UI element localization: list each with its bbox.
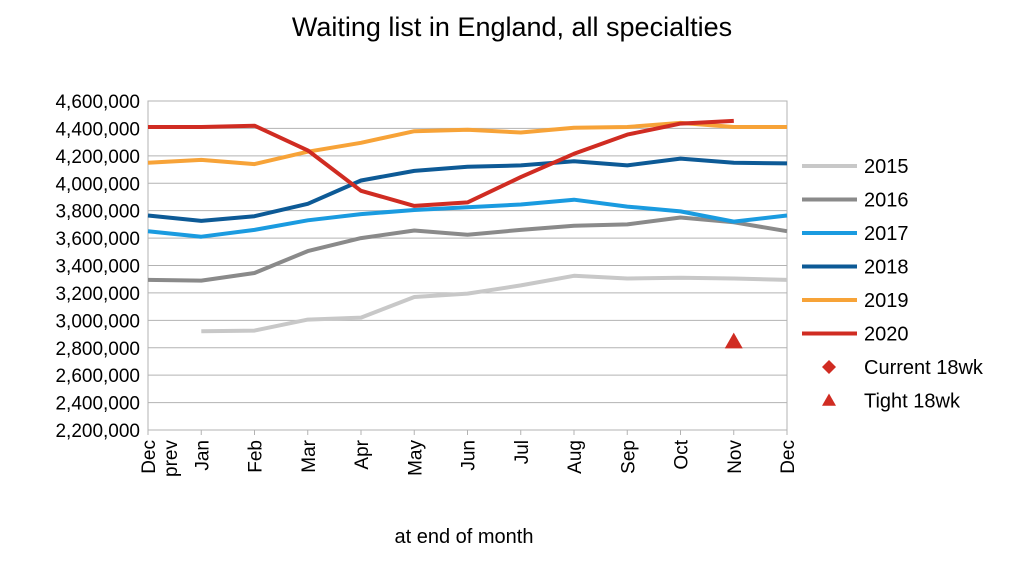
x-tick-label: Mar: [299, 439, 320, 472]
series-line-2015: [201, 273, 788, 334]
y-tick-label: 2,800,000: [55, 339, 140, 360]
legend-swatch-triangle: [822, 393, 836, 406]
x-tick-label: Sep: [618, 440, 639, 474]
legend-label: 2016: [864, 190, 909, 212]
series-line-2016: [147, 215, 788, 283]
y-tick-label: 2,600,000: [55, 366, 140, 387]
series-line-2017: [147, 197, 788, 239]
y-tick-label: 3,000,000: [55, 311, 140, 332]
x-tick-label: Aug: [565, 440, 586, 474]
x-axis-tick-labels: Dec prev Jan Feb Mar Apr May Jun Jul Aug Sep Oct Nov…: [139, 439, 799, 477]
plot-area-border: [147, 100, 788, 431]
x-tick-label: Jun: [459, 440, 480, 471]
y-tick-label: 4,000,000: [55, 174, 140, 195]
y-tick-label: 2,400,000: [55, 394, 140, 415]
x-tick-label: Oct: [672, 439, 693, 469]
gridlines: [147, 100, 788, 435]
x-tick-label: Jul: [512, 440, 533, 464]
marker-triangle: [724, 332, 743, 349]
x-tick-label: Nov: [725, 440, 746, 474]
marker-points: [724, 332, 743, 349]
legend-label: 2019: [864, 290, 909, 312]
y-tick-label: 4,400,000: [55, 119, 140, 140]
legend-label: 2015: [864, 156, 909, 178]
legend-label: 2017: [864, 223, 909, 245]
y-tick-label: 3,200,000: [55, 284, 140, 305]
y-tick-label: 4,600,000: [55, 92, 140, 113]
x-tick-label: Dec: [139, 440, 160, 474]
x-tick-label: Dec: [778, 440, 799, 474]
series-line-2018: [147, 156, 788, 223]
x-tick-label: May: [405, 440, 426, 476]
x-tick-label: prev: [161, 440, 182, 477]
legend-label: Current 18wk: [864, 357, 984, 379]
legend-label: 2020: [864, 324, 909, 346]
chart-title: Waiting list in England, all specialties: [292, 12, 732, 42]
legend-swatch-diamond: [822, 360, 836, 374]
y-axis-tick-labels: 2,200,000 2,400,000 2,600,000 2,800,000 3,00…: [55, 92, 140, 442]
legend: 2015 2016 2017 2018 2019 2020 Current 18wk Tigh…: [802, 156, 984, 413]
series-line-2020: [148, 118, 734, 208]
y-tick-label: 2,200,000: [55, 421, 140, 442]
y-tick-label: 4,200,000: [55, 147, 140, 168]
x-tick-label: Apr: [352, 439, 373, 469]
y-tick-label: 3,600,000: [55, 229, 140, 250]
x-tick-label: Feb: [246, 440, 267, 473]
legend-label: Tight 18wk: [864, 391, 961, 413]
series-lines: [147, 118, 788, 334]
y-tick-label: 3,400,000: [55, 257, 140, 278]
x-axis-title: at end of month: [395, 526, 534, 548]
x-tick-label: Jan: [192, 440, 213, 471]
legend-label: 2018: [864, 257, 909, 279]
y-tick-label: 3,800,000: [55, 202, 140, 223]
